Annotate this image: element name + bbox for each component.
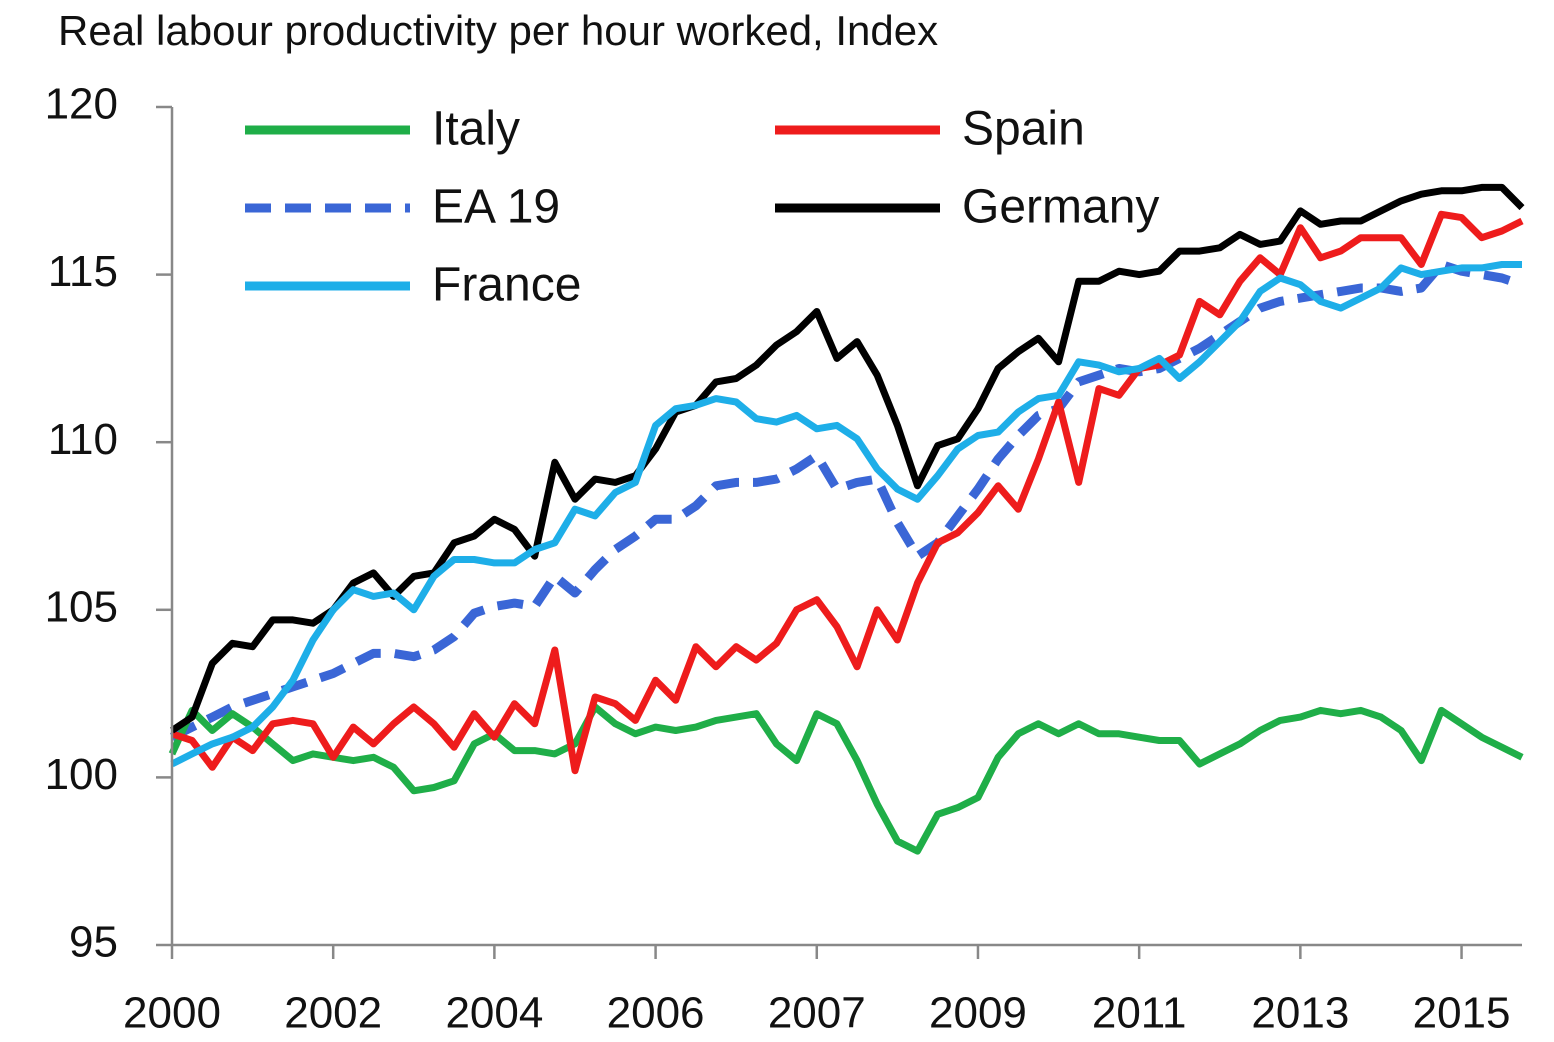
x-tick-label: 2002 bbox=[284, 989, 382, 1038]
y-tick-label: 120 bbox=[45, 80, 118, 129]
chart-title: Real labour productivity per hour worked… bbox=[58, 7, 938, 54]
legend-label: Germany bbox=[962, 181, 1159, 234]
series-line bbox=[170, 210, 1524, 775]
legend-label: Spain bbox=[962, 103, 1085, 156]
y-tick-label: 115 bbox=[48, 247, 118, 296]
x-tick-label: 2015 bbox=[1413, 989, 1511, 1038]
legend-label: EA 19 bbox=[432, 181, 560, 234]
series-line bbox=[170, 261, 1522, 768]
x-tick-label: 2006 bbox=[607, 989, 705, 1038]
x-tick-label: 2007 bbox=[768, 989, 866, 1038]
x-tick-label: 2004 bbox=[445, 989, 543, 1038]
legend-label: Italy bbox=[432, 103, 520, 156]
x-tick-label: 2011 bbox=[1092, 989, 1187, 1038]
x-tick-label: 2013 bbox=[1251, 989, 1349, 1038]
y-tick-label: 100 bbox=[45, 750, 118, 799]
y-tick-label: 95 bbox=[69, 918, 118, 967]
series-line bbox=[168, 703, 1524, 855]
x-tick-label: 2000 bbox=[123, 989, 221, 1038]
series-line bbox=[169, 260, 1524, 742]
legend-label: France bbox=[432, 259, 581, 312]
x-tick-label: 2009 bbox=[929, 989, 1027, 1038]
y-tick-label: 110 bbox=[48, 415, 118, 464]
y-tick-label: 105 bbox=[45, 582, 118, 631]
